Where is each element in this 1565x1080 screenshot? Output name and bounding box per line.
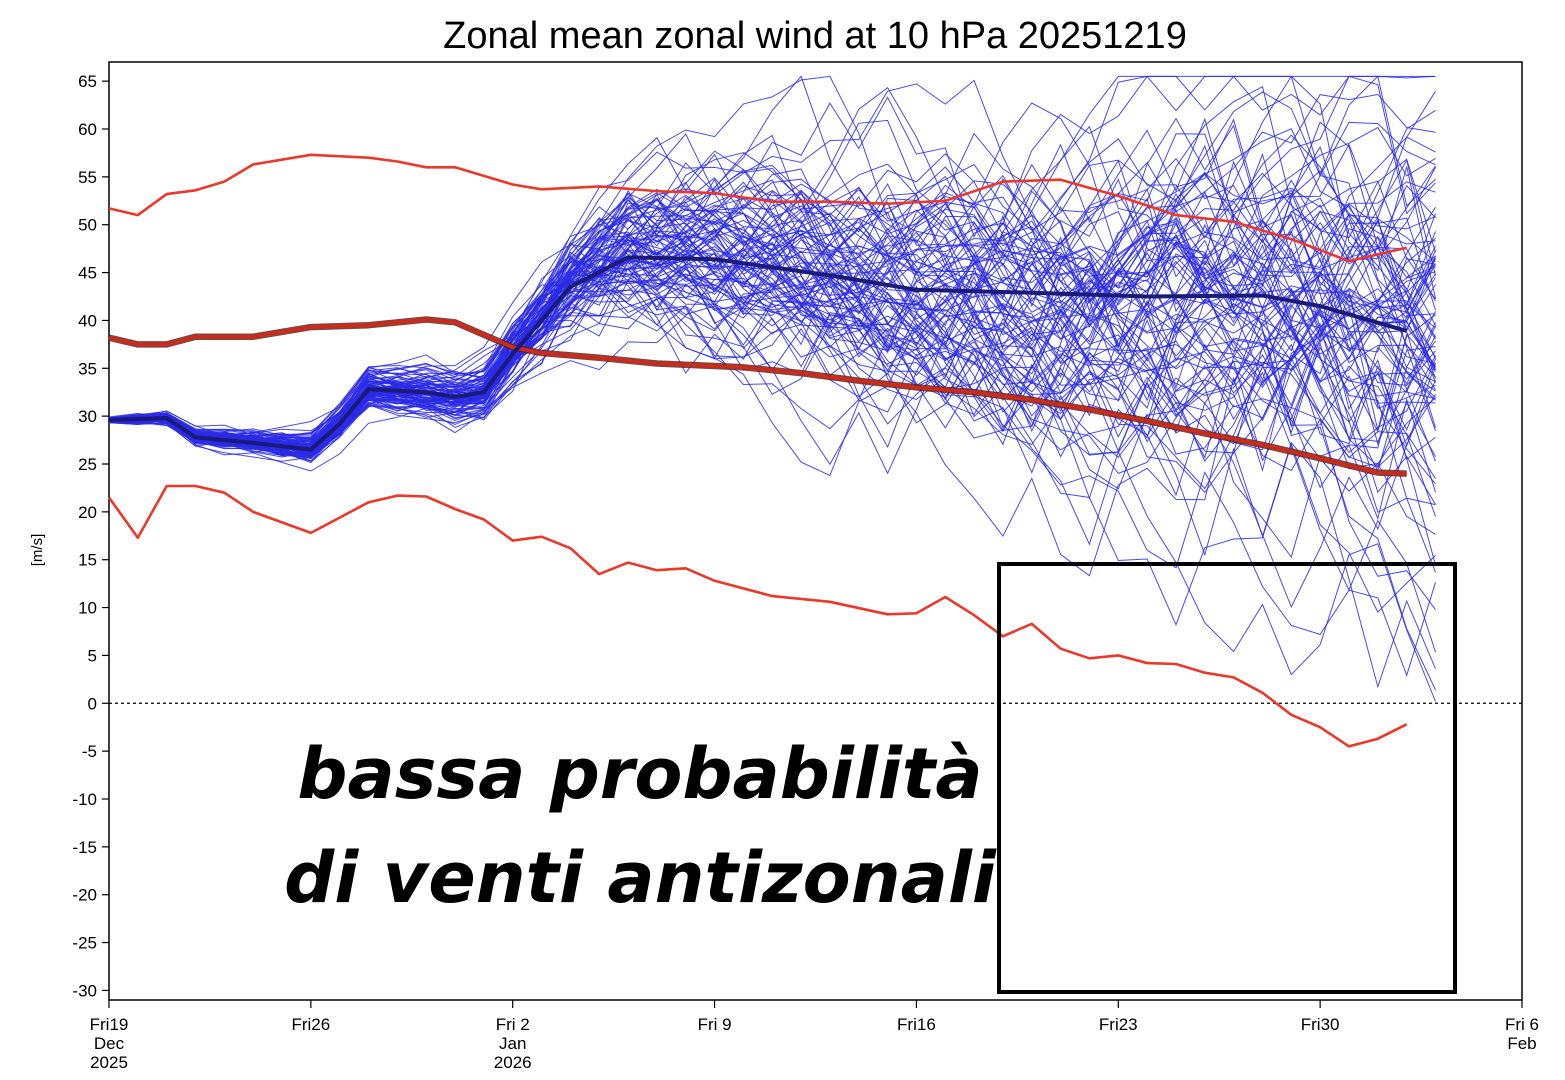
plot-border — [108, 61, 1523, 1001]
ensemble-member-line — [108, 171, 1436, 513]
x-tick-label: 2025 — [90, 1053, 128, 1072]
ensemble-member-line — [108, 184, 1436, 436]
ensemble-member-line — [108, 136, 1436, 462]
y-tick-label: 5 — [88, 646, 97, 665]
y-tick-label: 10 — [78, 599, 97, 618]
ensemble-member-line — [108, 175, 1436, 497]
ensemble-member-line — [108, 195, 1436, 461]
y-tick-label: 25 — [78, 455, 97, 474]
plot-frame — [108, 61, 1523, 1001]
y-tick-label: -15 — [72, 838, 97, 857]
y-tick-label: 20 — [78, 503, 97, 522]
x-tick-label: Dec — [94, 1034, 125, 1053]
ensemble-members — [108, 75, 1436, 702]
y-tick-label: -20 — [72, 886, 97, 905]
y-tick-label: -30 — [72, 981, 97, 1000]
x-tick-label: Fri26 — [291, 1015, 330, 1034]
x-tick-label: Feb — [1507, 1034, 1536, 1053]
y-tick-label: -10 — [72, 790, 97, 809]
y-tick-label: 60 — [78, 120, 97, 139]
ensemble-member-line — [108, 226, 1436, 451]
series-layer — [107, 153, 1408, 748]
y-tick-label: -25 — [72, 934, 97, 953]
x-tick-label: Fri 9 — [698, 1015, 732, 1034]
y-axis-label: [m/s] — [29, 534, 46, 567]
ensemble-member-line — [108, 93, 1436, 458]
y-tick-label: 35 — [78, 359, 97, 378]
climatology-max-line — [108, 153, 1407, 263]
ensemble-member-line — [108, 85, 1436, 566]
y-tick-label: 30 — [78, 407, 97, 426]
annotation-line-1: bassa probabilità — [297, 733, 982, 815]
y-tick-label: 0 — [88, 694, 97, 713]
x-tick-label: Fri16 — [897, 1015, 936, 1034]
ensemble-member-line — [108, 121, 1436, 435]
climatology-mean-line — [108, 317, 1407, 476]
ensemble-member-line — [108, 133, 1436, 459]
y-tick-label: 45 — [78, 264, 97, 283]
y-tick-label: 15 — [78, 551, 97, 570]
x-tick-label: Fri23 — [1099, 1015, 1138, 1034]
y-tick-label: 40 — [78, 311, 97, 330]
climatology-min-line — [107, 484, 1408, 748]
x-tick-label: Fri 6 — [1505, 1015, 1539, 1034]
x-tick-label: 2026 — [494, 1053, 532, 1072]
y-tick-label: 55 — [78, 168, 97, 187]
x-tick-label: Fri19 — [90, 1015, 129, 1034]
ensemble-mean-line — [108, 255, 1408, 452]
ensemble-member-line — [108, 233, 1436, 443]
ensemble-member-line — [108, 228, 1436, 627]
y-tick-label: 65 — [78, 72, 97, 91]
x-tick-label: Jan — [499, 1034, 526, 1053]
y-tick-label: -5 — [82, 742, 97, 761]
ensemble-member-line — [108, 152, 1436, 464]
axes: 65605550454035302520151050-5-10-15-20-25… — [72, 72, 1539, 1072]
x-tick-label: Fri 2 — [496, 1015, 530, 1034]
chart-title: Zonal mean zonal wind at 10 hPa 20251219 — [443, 15, 1187, 57]
x-tick-label: Fri30 — [1301, 1015, 1340, 1034]
ensemble-member-line — [109, 145, 1436, 452]
annotation-box — [997, 562, 1457, 994]
annotation-line-2: di venti antizonali — [284, 837, 997, 919]
ensemble-member-line — [108, 200, 1436, 462]
y-tick-label: 50 — [78, 216, 97, 235]
ensemble-member-line — [109, 117, 1436, 438]
